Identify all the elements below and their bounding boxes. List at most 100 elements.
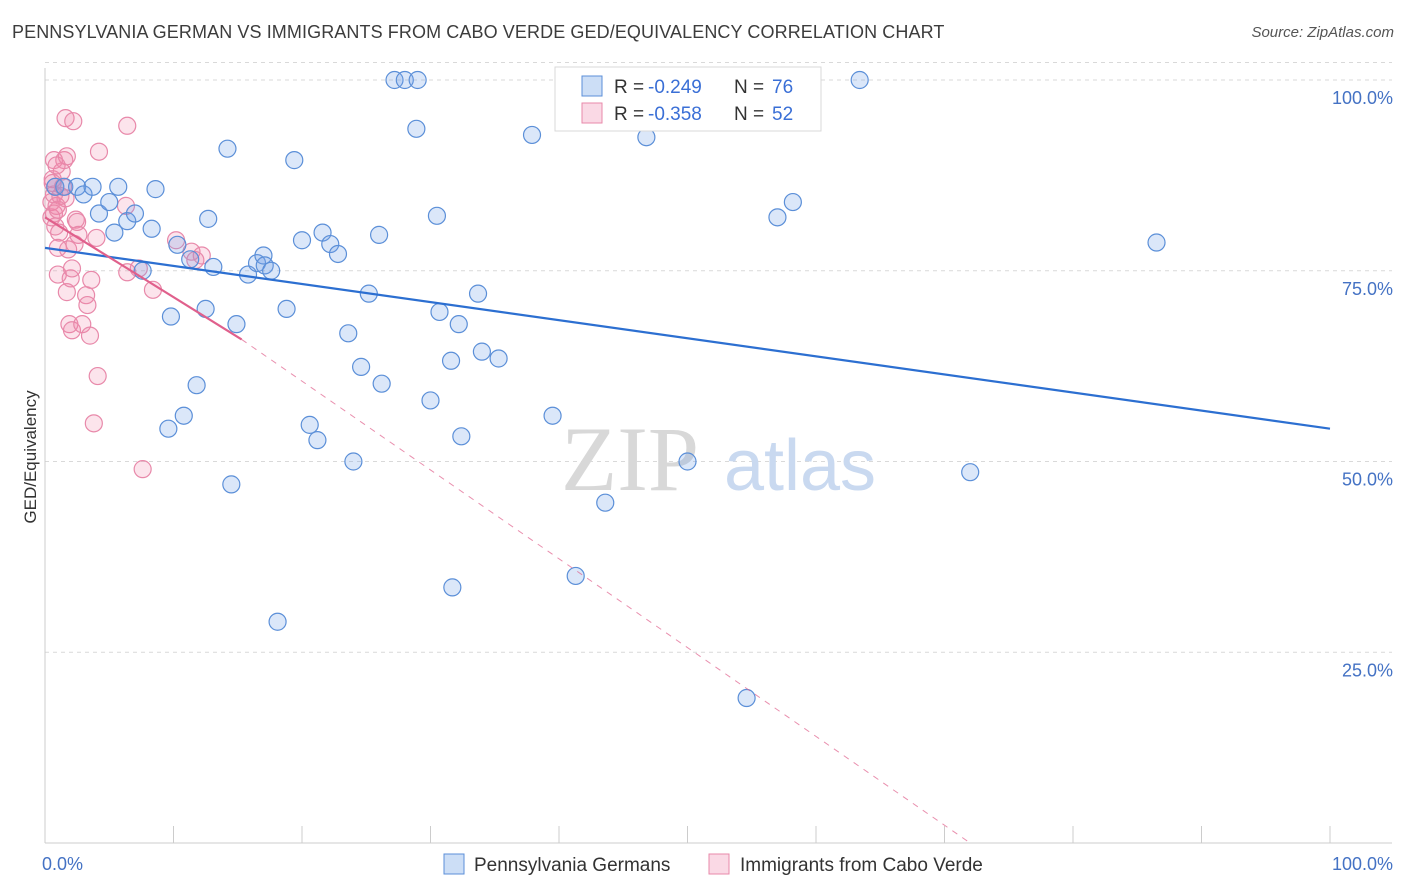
cabo-verde-point <box>51 186 70 206</box>
pennsylvania-german-point <box>222 475 241 494</box>
pink-trend-extension <box>241 339 971 844</box>
chart-title: PENNSYLVANIA GERMAN VS IMMIGRANTS FROM C… <box>12 22 945 42</box>
pennsylvania-german-point <box>768 208 787 227</box>
y-tick-label: 25.0% <box>1342 660 1393 680</box>
pennsylvania-german-point <box>308 431 327 450</box>
cabo-verde-point <box>64 112 83 131</box>
pennsylvania-german-point <box>187 376 206 395</box>
pennsylvania-german-point <box>850 70 869 90</box>
pennsylvania-german-point <box>68 177 87 196</box>
cabo-verde-point <box>62 321 82 340</box>
watermark-atlas: atlas <box>724 426 876 506</box>
legend-n-label-blue: N = <box>734 77 764 98</box>
cabo-verde-point <box>48 200 67 219</box>
pennsylvania-german-point <box>285 151 304 170</box>
watermark-zip: ZIP <box>561 408 699 510</box>
pennsylvania-german-point <box>372 374 391 393</box>
pennsylvania-german-point <box>277 299 296 318</box>
legend-swatch-blue <box>581 75 603 97</box>
cabo-verde-point <box>69 225 88 244</box>
pennsylvania-german-point <box>268 612 287 631</box>
cabo-verde-point <box>80 326 100 345</box>
y-tick-label: 50.0% <box>1342 470 1393 490</box>
cabo-verde-point <box>87 228 106 248</box>
pennsylvania-german-point <box>83 177 102 196</box>
pennsylvania-german-point <box>100 192 119 212</box>
pennsylvania-german-point <box>89 204 109 223</box>
blue-trend-line <box>44 246 1331 430</box>
pennsylvania-german-point <box>142 219 161 238</box>
pennsylvania-german-point <box>344 452 363 471</box>
pennsylvania-german-point <box>522 125 542 145</box>
cabo-verde-point <box>68 212 87 232</box>
cabo-verde-point <box>57 147 76 166</box>
pink-trend-line <box>44 216 243 341</box>
pennsylvania-german-point <box>961 463 980 482</box>
trend-lines <box>44 216 1331 844</box>
pennsylvania-german-point <box>421 391 440 410</box>
pennsylvania-german-points <box>46 70 1166 708</box>
tick-labels: 25.0% 50.0% 75.0% 100.0% 0.0% 100.0% <box>42 88 1393 874</box>
pennsylvania-german-point <box>218 139 237 158</box>
pennsylvania-german-point <box>783 192 802 212</box>
x-tick-label-left: 0.0% <box>42 854 83 874</box>
cabo-verde-point <box>118 263 137 282</box>
pennsylvania-german-point <box>449 315 468 334</box>
pennsylvania-german-point <box>678 452 697 471</box>
watermark: ZIP atlas <box>561 408 876 510</box>
pennsylvania-german-point <box>109 177 128 196</box>
legend-n-label-pink: N = <box>734 104 764 125</box>
series-label-pink: Immigrants from Cabo Verde <box>740 855 983 876</box>
cabo-verde-point <box>47 156 66 175</box>
series-legend: Pennsylvania Germans Immigrants from Cab… <box>443 853 983 876</box>
source-attribution: Source: ZipAtlas.com <box>1251 24 1394 41</box>
pennsylvania-german-point <box>443 578 462 597</box>
pennsylvania-german-point <box>55 177 74 196</box>
cabo-verde-point <box>88 366 107 386</box>
pennsylvania-german-point <box>339 324 358 343</box>
series-label-blue: Pennsylvania Germans <box>474 855 670 876</box>
pennsylvania-german-point <box>227 315 246 334</box>
series-swatch-blue <box>443 853 465 875</box>
stats-legend: R = -0.249 N = 76 R = -0.358 N = 52 <box>554 66 822 132</box>
grid-lines <box>45 61 1392 653</box>
legend-r-value-blue: -0.249 <box>648 77 702 98</box>
pennsylvania-german-point <box>300 415 319 434</box>
legend-r-label-pink: R = <box>614 104 644 125</box>
pennsylvania-german-point <box>292 231 312 250</box>
pennsylvania-german-point <box>146 180 165 199</box>
pennsylvania-german-point <box>566 566 585 586</box>
pennsylvania-german-point <box>468 284 488 303</box>
cabo-verde-point <box>133 460 152 479</box>
pennsylvania-german-point <box>452 427 471 446</box>
pennsylvania-german-point <box>262 261 281 280</box>
pennsylvania-german-point <box>161 307 181 326</box>
pennsylvania-german-point <box>407 119 426 138</box>
pennsylvania-german-point <box>395 70 414 90</box>
pennsylvania-german-point <box>118 212 137 231</box>
pennsylvania-german-point <box>174 406 193 425</box>
legend-n-value-blue: 76 <box>772 77 793 98</box>
pennsylvania-german-point <box>427 206 447 225</box>
pennsylvania-german-point <box>370 225 389 244</box>
pennsylvania-german-point <box>328 244 348 264</box>
axes <box>44 68 1392 844</box>
cabo-verde-points <box>42 109 211 479</box>
pennsylvania-german-point <box>125 204 145 223</box>
pennsylvania-german-point <box>408 70 427 90</box>
pennsylvania-german-point <box>199 209 218 228</box>
pennsylvania-german-point <box>1147 233 1166 252</box>
pennsylvania-german-point <box>441 351 461 370</box>
y-tick-label: 100.0% <box>1332 88 1393 108</box>
legend-swatch-pink <box>581 102 603 124</box>
pennsylvania-german-point <box>196 299 215 318</box>
y-axis-label: GED/Equivalency <box>21 390 40 524</box>
y-tick-label: 75.0% <box>1342 279 1393 299</box>
series-swatch-pink <box>708 853 730 875</box>
legend-box <box>554 66 822 132</box>
legend-r-label-blue: R = <box>614 77 644 98</box>
x-tick-label-right: 100.0% <box>1332 854 1393 874</box>
pennsylvania-german-point <box>543 406 562 425</box>
pennsylvania-german-point <box>385 70 404 90</box>
